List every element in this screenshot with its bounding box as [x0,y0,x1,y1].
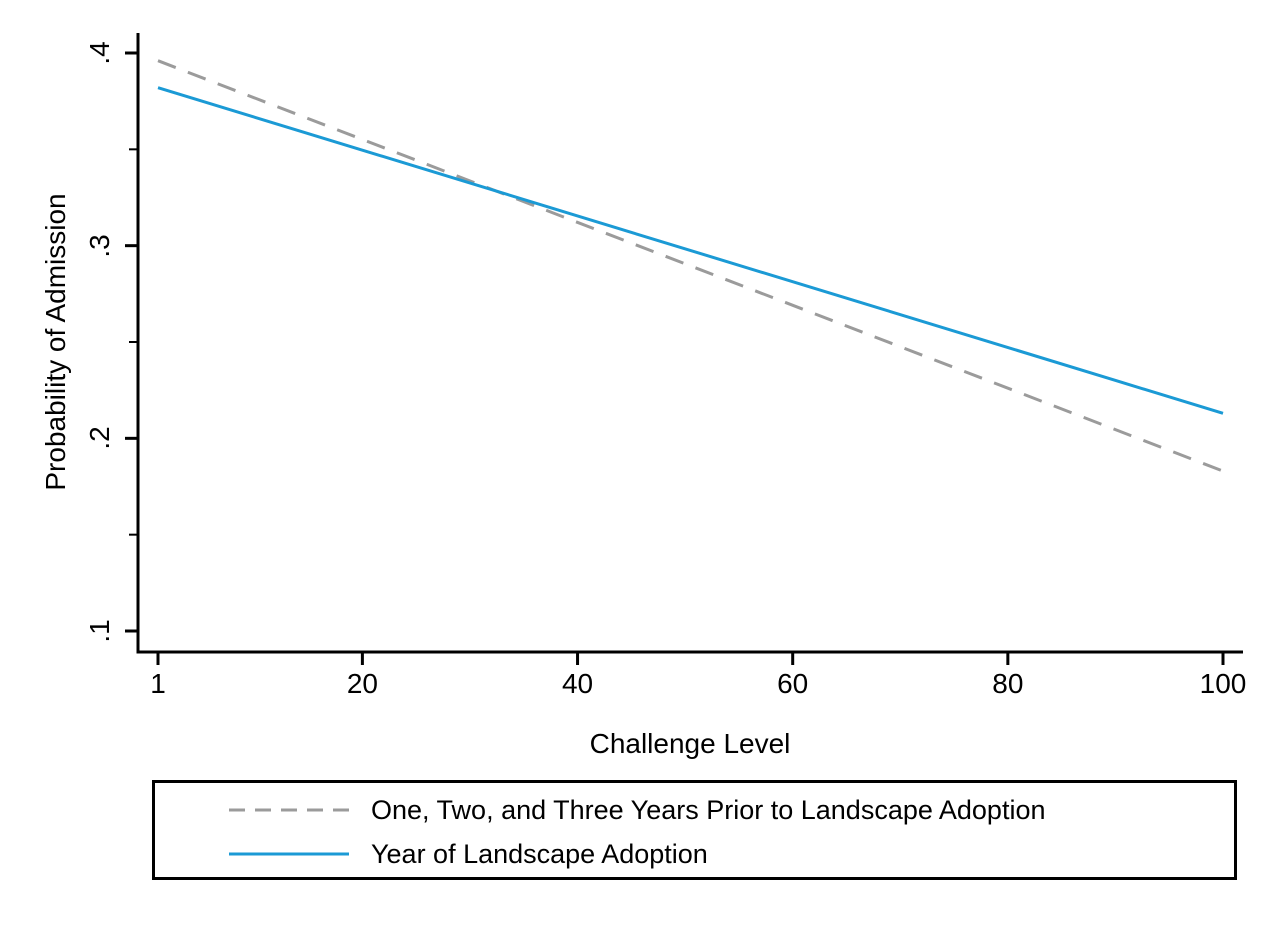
x-tick-label: 100 [1199,668,1247,699]
legend-item-label: Year of Landscape Adoption [371,838,708,869]
y-tick-label: .2 [84,426,115,451]
x-tick-label: 60 [777,668,809,699]
legend-item-label: One, Two, and Three Years Prior to Lands… [371,794,1046,825]
legend: One, Two, and Three Years Prior to Lands… [152,780,1237,880]
y-tick-label: .3 [84,233,115,258]
legend-item: Year of Landscape Adoption [229,837,708,871]
legend-line-sample-solid [229,852,349,856]
y-tick-label: .4 [84,41,115,65]
legend-item: One, Two, and Three Years Prior to Lands… [229,793,1045,827]
axis-frame [136,33,1243,654]
x-tick-label: 20 [346,668,378,699]
y-axis-title: Probability of Admission [40,193,71,491]
x-tick-label: 80 [992,668,1024,699]
series-line-0 [157,59,1224,473]
y-tick-label: .1 [84,619,115,643]
series-line-1 [157,86,1224,415]
x-tick-label: 40 [561,668,594,699]
x-tick-label: 1 [150,668,166,699]
x-axis-title: Challenge Level [589,728,791,759]
legend-line-sample-dashed [229,808,349,812]
